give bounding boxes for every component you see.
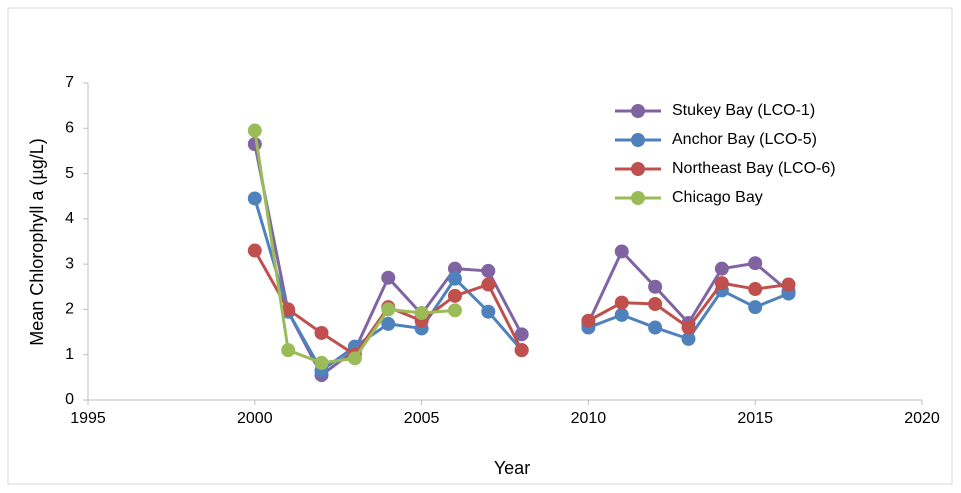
data-point: [614, 307, 629, 322]
data-point: [614, 244, 629, 259]
data-point: [714, 276, 729, 291]
data-point: [314, 355, 329, 370]
data-point: [648, 296, 663, 311]
data-point: [247, 191, 262, 206]
data-point: [514, 343, 529, 358]
y-tick-label: 0: [65, 391, 74, 408]
data-point: [247, 123, 262, 138]
data-point: [381, 270, 396, 285]
data-point: [748, 282, 763, 297]
legend-label: Anchor Bay (LCO-5): [672, 131, 817, 148]
y-axis-label: Mean Chlorophyll a (µg/L): [27, 138, 47, 345]
data-point: [281, 343, 296, 358]
data-point: [281, 302, 296, 317]
x-tick-label: 2000: [237, 410, 273, 427]
data-point: [481, 277, 496, 292]
data-point: [781, 277, 796, 292]
y-tick-label: 4: [65, 210, 74, 227]
data-point: [514, 327, 529, 342]
x-axis-label: Year: [494, 458, 530, 478]
legend-marker: [631, 191, 645, 205]
data-point: [748, 300, 763, 315]
x-tick-label: 2015: [737, 410, 773, 427]
legend-marker: [631, 133, 645, 147]
data-point: [614, 295, 629, 310]
y-tick-label: 1: [65, 346, 74, 363]
y-tick-label: 6: [65, 120, 74, 137]
data-point: [581, 313, 596, 328]
data-point: [347, 351, 362, 366]
data-point: [648, 320, 663, 335]
data-point: [447, 288, 462, 303]
data-point: [447, 261, 462, 276]
data-point: [381, 302, 396, 317]
data-point: [481, 304, 496, 319]
x-tick-label: 2005: [404, 410, 440, 427]
data-point: [247, 243, 262, 258]
data-point: [314, 325, 329, 340]
data-point: [481, 263, 496, 278]
legend-marker: [631, 104, 645, 118]
y-tick-label: 3: [65, 255, 74, 272]
x-tick-label: 2010: [571, 410, 607, 427]
chart-border: [7, 7, 953, 485]
data-point: [414, 306, 429, 321]
data-point: [748, 256, 763, 271]
data-point: [714, 261, 729, 276]
data-point: [447, 271, 462, 286]
legend-label: Chicago Bay: [672, 189, 763, 206]
legend-label: Stukey Bay (LCO-1): [672, 102, 815, 119]
legend-marker: [631, 162, 645, 176]
y-tick-label: 7: [65, 74, 74, 91]
data-point: [648, 279, 663, 294]
y-tick-label: 5: [65, 165, 74, 182]
data-point: [447, 303, 462, 318]
y-tick-label: 2: [65, 301, 74, 318]
legend-label: Northeast Bay (LCO-6): [672, 160, 836, 177]
data-point: [681, 320, 696, 335]
x-tick-label: 2020: [904, 410, 940, 427]
data-point: [681, 331, 696, 346]
data-point: [381, 316, 396, 331]
x-tick-label: 1995: [70, 410, 106, 427]
